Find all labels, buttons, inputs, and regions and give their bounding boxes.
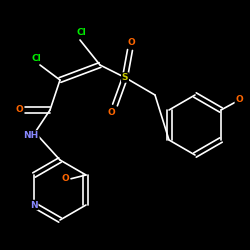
Text: O: O	[16, 106, 24, 114]
Text: Cl: Cl	[32, 54, 41, 63]
Text: Cl: Cl	[76, 28, 86, 37]
Text: O: O	[62, 174, 69, 183]
Text: NH: NH	[24, 131, 39, 140]
Text: O: O	[235, 96, 243, 104]
Text: O: O	[128, 38, 135, 47]
Text: O: O	[108, 108, 115, 116]
Text: N: N	[30, 200, 38, 209]
Text: S: S	[122, 73, 128, 82]
